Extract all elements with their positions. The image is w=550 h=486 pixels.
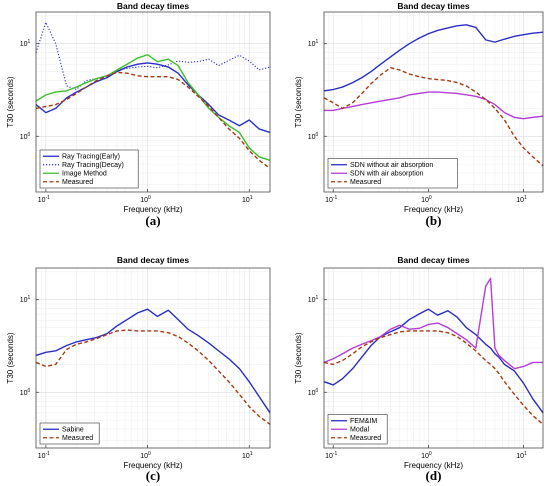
y-tick-label: 100 bbox=[20, 132, 31, 141]
legend-box bbox=[39, 422, 100, 445]
y-axis-label: T30 (seconds) bbox=[294, 76, 303, 127]
panel-letter: (a) bbox=[145, 213, 160, 228]
x-tick-label: 101 bbox=[242, 195, 253, 204]
axes-box bbox=[35, 11, 271, 193]
legend-label: Ray Tracing(Early) bbox=[62, 154, 120, 161]
x-tick-label: 101 bbox=[242, 451, 253, 460]
x-tick-label: 10-1 bbox=[325, 451, 337, 460]
x-tick-label: 100 bbox=[421, 451, 432, 460]
x-axis-label: Frequency (kHz) bbox=[404, 461, 463, 470]
y-tick-label: 101 bbox=[20, 39, 31, 48]
y-axis-label: T30 (seconds) bbox=[6, 76, 15, 127]
series-line-sdn-without-air-absorption bbox=[323, 24, 544, 92]
legend-label: Ray Tracing(Decay) bbox=[62, 162, 124, 169]
y-tick-label: 100 bbox=[308, 388, 319, 397]
y-tick-label: 100 bbox=[20, 388, 31, 397]
y-tick-label: 101 bbox=[20, 295, 31, 304]
legend-label: Modal bbox=[350, 427, 370, 434]
series-line-measured bbox=[35, 71, 271, 169]
legend-label: SDN with air absorption bbox=[350, 171, 424, 178]
series-line-sdn-with-air-absorption bbox=[324, 91, 544, 120]
chart-panel-b: 10-1 100 101 100 101 Band decay times Frequenc… bbox=[294, 1, 544, 228]
series-line-image-method bbox=[35, 54, 271, 161]
series-line-sabine bbox=[35, 308, 271, 414]
legend-label: Measured bbox=[62, 435, 93, 442]
x-axis-label: Frequency (kHz) bbox=[123, 205, 182, 214]
legend-label: SDN without air absorption bbox=[350, 162, 433, 169]
legend-box bbox=[327, 158, 458, 189]
chart-panel-a: 10-1 100 101 100 101 Band decay times Frequenc… bbox=[6, 1, 271, 228]
chart-panel-c: 10-1 100 101 100 101 Band decay times Frequenc… bbox=[6, 255, 271, 483]
y-tick-label: 100 bbox=[308, 132, 319, 141]
x-tick-label: 10-1 bbox=[38, 195, 50, 204]
grid bbox=[35, 268, 270, 448]
chart-title: Band decay times bbox=[117, 255, 190, 265]
y-tick-label: 101 bbox=[308, 295, 319, 304]
panel-letter: (d) bbox=[426, 468, 442, 483]
y-tick-label: 101 bbox=[308, 39, 319, 48]
legend-label: Measured bbox=[62, 179, 93, 186]
legend-label: Measured bbox=[350, 179, 381, 186]
x-axis-label: Frequency (kHz) bbox=[404, 205, 463, 214]
plot-area bbox=[36, 268, 270, 448]
legend: Ray Tracing(Early)Ray Tracing(Decay) Imag… bbox=[39, 149, 139, 189]
x-tick-label: 101 bbox=[516, 451, 527, 460]
x-tick-label: 101 bbox=[516, 195, 527, 204]
y-axis-label: T30 (seconds) bbox=[294, 332, 303, 383]
series-line-modal bbox=[323, 277, 543, 370]
axes-box bbox=[323, 267, 544, 449]
chart-title: Band decay times bbox=[397, 1, 470, 11]
series-line-measured bbox=[323, 67, 544, 167]
y-axis-label: T30 (seconds) bbox=[6, 332, 15, 383]
chart-panel-d: 10-1 100 101 100 101 Band decay times Frequenc… bbox=[294, 255, 544, 483]
x-axis-label: Frequency (kHz) bbox=[123, 461, 182, 470]
series-line-ray-tracing-early- bbox=[35, 62, 271, 134]
legend-label: Image Method bbox=[62, 171, 107, 178]
axes-box bbox=[323, 11, 544, 193]
x-tick-label: 100 bbox=[140, 195, 151, 204]
panel-letter: (b) bbox=[426, 213, 442, 228]
x-tick-label: 100 bbox=[140, 451, 151, 460]
legend: SDN without air absorption SDN with air a… bbox=[327, 158, 458, 189]
chart-title: Band decay times bbox=[117, 1, 190, 11]
x-tick-label: 10-1 bbox=[38, 451, 50, 460]
legend-label: Sabine bbox=[62, 427, 84, 434]
legend-label: Measured bbox=[350, 435, 381, 442]
x-tick-label: 100 bbox=[421, 195, 432, 204]
series-line-measured bbox=[323, 330, 544, 425]
series-line-measured bbox=[35, 329, 271, 425]
x-tick-label: 10-1 bbox=[325, 195, 337, 204]
series-line-fem-im bbox=[323, 308, 544, 414]
legend-label: FEM&IM bbox=[350, 418, 377, 425]
axes-box bbox=[35, 267, 271, 449]
panel-letter: (c) bbox=[146, 468, 160, 483]
chart-title: Band decay times bbox=[397, 255, 470, 265]
